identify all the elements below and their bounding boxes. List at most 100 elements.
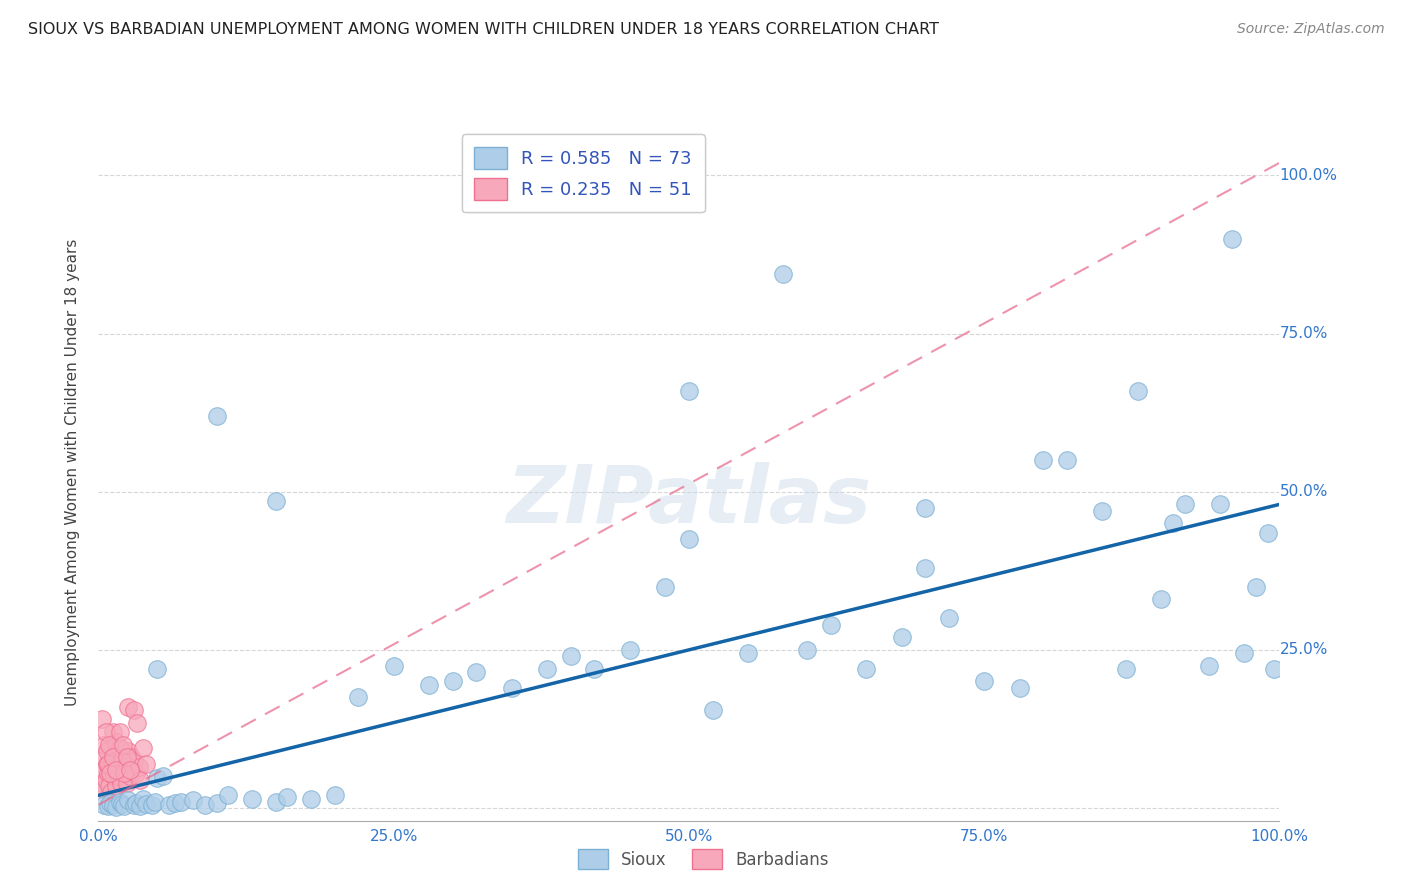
Point	[105, 799, 128, 814]
Point	[117, 744, 139, 758]
Point	[107, 769, 129, 783]
Text: 75.0%: 75.0%	[1279, 326, 1327, 341]
Point	[855, 662, 877, 676]
Point	[654, 580, 676, 594]
Point	[583, 662, 606, 676]
Point	[1220, 232, 1243, 246]
Point	[890, 630, 912, 644]
Point	[181, 793, 204, 807]
Point	[120, 763, 142, 777]
Point	[128, 760, 150, 774]
Point	[1091, 504, 1114, 518]
Point	[737, 646, 759, 660]
Point	[1056, 453, 1078, 467]
Point	[108, 795, 131, 809]
Point	[98, 760, 121, 774]
Point	[100, 785, 122, 799]
Point	[465, 665, 488, 679]
Point	[132, 791, 155, 805]
Point	[678, 532, 700, 546]
Point	[96, 756, 118, 771]
Point	[217, 789, 239, 803]
Point	[98, 738, 121, 752]
Point	[1161, 516, 1184, 531]
Text: SIOUX VS BARBADIAN UNEMPLOYMENT AMONG WOMEN WITH CHILDREN UNDER 18 YEARS CORRELA: SIOUX VS BARBADIAN UNEMPLOYMENT AMONG WO…	[28, 22, 939, 37]
Point	[146, 662, 169, 676]
Point	[299, 791, 322, 805]
Point	[702, 703, 724, 717]
Point	[347, 690, 370, 705]
Point	[105, 779, 128, 793]
Point	[1233, 646, 1256, 660]
Point	[194, 797, 217, 812]
Point	[97, 766, 120, 780]
Point	[1032, 453, 1054, 467]
Point	[112, 766, 135, 780]
Point	[1209, 497, 1232, 511]
Point	[103, 769, 125, 783]
Point	[1150, 592, 1173, 607]
Point	[127, 715, 149, 730]
Point	[94, 772, 117, 787]
Point	[120, 769, 142, 783]
Point	[1257, 525, 1279, 540]
Point	[101, 798, 124, 813]
Point	[97, 799, 120, 814]
Point	[938, 611, 960, 625]
Point	[165, 796, 187, 810]
Point	[152, 769, 174, 783]
Point	[1263, 662, 1285, 676]
Point	[132, 740, 155, 755]
Point	[93, 738, 115, 752]
Point	[111, 754, 134, 768]
Point	[418, 678, 440, 692]
Point	[125, 766, 148, 780]
Point	[91, 750, 114, 764]
Point	[678, 384, 700, 398]
Point	[914, 560, 936, 574]
Point	[1198, 658, 1220, 673]
Point	[98, 779, 121, 793]
Point	[104, 747, 127, 762]
Point	[108, 740, 131, 755]
Point	[141, 798, 163, 813]
Point	[94, 725, 117, 739]
Point	[110, 775, 132, 789]
Point	[117, 699, 139, 714]
Legend: Sioux, Barbadians: Sioux, Barbadians	[568, 838, 838, 880]
Point	[619, 643, 641, 657]
Point	[157, 797, 180, 812]
Point	[112, 763, 135, 777]
Point	[93, 797, 115, 812]
Y-axis label: Unemployment Among Women with Children Under 18 years: Unemployment Among Women with Children U…	[65, 239, 80, 706]
Point	[240, 791, 263, 805]
Point	[98, 766, 121, 780]
Point	[820, 617, 842, 632]
Point	[1244, 580, 1267, 594]
Legend: R = 0.585   N = 73, R = 0.235   N = 51: R = 0.585 N = 73, R = 0.235 N = 51	[461, 134, 704, 212]
Point	[96, 744, 118, 758]
Point	[111, 797, 134, 812]
Point	[128, 772, 150, 787]
Point	[264, 795, 287, 809]
Point	[98, 796, 121, 810]
Point	[143, 795, 166, 809]
Text: 25.0%: 25.0%	[1279, 642, 1327, 657]
Point	[146, 771, 169, 785]
Point	[111, 750, 134, 764]
Point	[323, 789, 346, 803]
Point	[117, 793, 139, 807]
Point	[1126, 384, 1149, 398]
Point	[91, 782, 114, 797]
Point	[772, 267, 794, 281]
Point	[1008, 681, 1031, 695]
Text: ZIPatlas: ZIPatlas	[506, 461, 872, 540]
Point	[1115, 662, 1137, 676]
Point	[91, 713, 114, 727]
Point	[973, 674, 995, 689]
Point	[101, 725, 124, 739]
Point	[122, 754, 145, 768]
Point	[796, 643, 818, 657]
Point	[105, 763, 128, 777]
Point	[560, 649, 582, 664]
